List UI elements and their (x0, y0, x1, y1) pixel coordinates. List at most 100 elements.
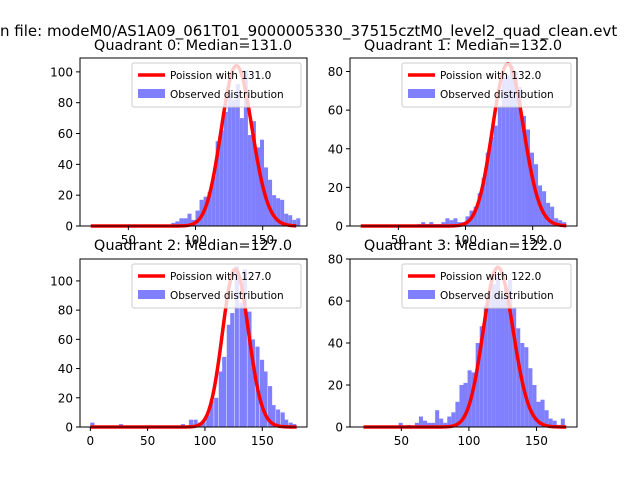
histogram-bar (268, 179, 273, 226)
histogram-bar (226, 324, 231, 427)
y-tick-label: 60 (328, 104, 343, 118)
y-tick-label: 60 (58, 333, 73, 347)
histogram-bar (211, 176, 216, 226)
histogram-bar (242, 269, 247, 427)
histogram-bar (288, 215, 293, 226)
legend-label: Poission with 131.0 (170, 70, 271, 82)
histogram-bar (219, 130, 224, 226)
histogram-bar (201, 421, 206, 427)
histogram-bar (243, 70, 248, 226)
y-tick-label: 20 (328, 379, 343, 393)
histogram-bar (280, 199, 285, 226)
histogram-bar (422, 420, 428, 427)
histogram-bar (493, 125, 498, 226)
legend-bar-swatch (408, 89, 435, 98)
figure-suptitle: n file: modeM0/AS1A09_061T01_9000005330_… (0, 22, 617, 41)
y-tick-label: 60 (58, 127, 73, 141)
histogram-bar (513, 71, 518, 226)
legend-box (401, 62, 572, 108)
histogram-bar (501, 77, 506, 226)
histogram-bar (247, 311, 252, 427)
axes-frame (349, 57, 578, 227)
legend-box (131, 263, 302, 309)
histogram-bar (475, 343, 480, 427)
plot-area (360, 62, 567, 228)
histogram-bar (187, 213, 192, 226)
histogram-bar (207, 192, 212, 226)
legend: Poission with 127.0 Observed distribution (131, 263, 302, 309)
histogram-bar (546, 202, 551, 226)
histogram-bar (548, 418, 553, 427)
y-tick-label: 100 (50, 65, 73, 79)
histogram-bar (483, 305, 488, 427)
histogram-bar (540, 399, 545, 427)
histogram-bar (558, 220, 563, 226)
histogram-bar (550, 206, 555, 226)
histogram-bar (183, 218, 188, 226)
legend-label: Poission with 132.0 (440, 70, 541, 82)
histogram-bar (418, 416, 423, 427)
histogram-bar (251, 121, 256, 226)
histogram-bar (560, 418, 565, 427)
y-tick-label: 20 (58, 189, 73, 203)
histogram-bar (292, 219, 297, 226)
histogram-bar (230, 313, 235, 427)
histogram-bar (525, 129, 530, 226)
y-tick-label: 0 (65, 220, 73, 234)
histogram-bar (509, 65, 514, 226)
legend: Poission with 122.0 Observed distribution (401, 263, 572, 309)
histogram-bar (516, 328, 521, 427)
histogram-bar (439, 418, 444, 427)
legend-bar-swatch (138, 89, 165, 98)
y-tick-label: 80 (328, 253, 343, 267)
histogram-bar (427, 422, 432, 427)
histogram-bar (524, 347, 529, 427)
y-tick-label: 40 (58, 362, 73, 376)
histogram-bar (463, 382, 468, 427)
histogram-bar (284, 419, 289, 427)
histogram-bar (495, 275, 500, 427)
histogram-bar (443, 422, 448, 427)
subplot-quadrant-3: 50 100 150 0 20 40 60 80 Poission with 122.0 Obse… (328, 238, 578, 448)
histogram-bar (239, 302, 244, 427)
histogram-bar (209, 400, 214, 427)
histogram-bar (276, 409, 281, 427)
histogram-bar (193, 419, 198, 427)
legend-bar-swatch (408, 290, 435, 299)
histogram-bar (479, 326, 484, 427)
histogram-bar (268, 386, 273, 427)
histogram-bar (487, 294, 492, 427)
y-tick-label: 0 (335, 421, 343, 435)
histogram-bar (508, 280, 513, 427)
histogram-bar (445, 218, 450, 226)
histogram-bar (477, 193, 482, 226)
legend-label: Observed distribution (440, 290, 554, 302)
histogram-bar (421, 222, 426, 226)
histogram-bar (188, 419, 194, 427)
histogram-bar (473, 206, 478, 226)
histogram-bar (227, 93, 232, 226)
plot-area (89, 266, 298, 429)
histogram-bar (255, 147, 260, 226)
histogram-bar (222, 356, 227, 427)
x-tick-label: 50 (391, 233, 406, 247)
subplot-quadrant-2: 0 50 100 150 0 20 40 60 80 100 Poission with 127.0… (50, 238, 308, 448)
x-tick-label: 50 (140, 434, 155, 448)
subplot-title: Quadrant 0: Median=131.0 (94, 38, 292, 54)
axes-frame (79, 258, 308, 428)
histogram-bar (455, 401, 460, 427)
histogram-bar (517, 86, 522, 226)
y-tick-label: 40 (328, 337, 343, 351)
histogram-bar (504, 288, 509, 427)
histogram-bar (542, 191, 547, 226)
histogram-bar (447, 416, 452, 427)
x-tick-label: 150 (521, 233, 544, 247)
legend-label: Observed distribution (170, 290, 284, 302)
y-tick-label: 100 (50, 274, 73, 288)
x-tick-label: 0 (86, 434, 94, 448)
y-tick-label: 0 (335, 220, 343, 234)
axes-frame (79, 57, 308, 227)
histogram-bar (552, 420, 557, 427)
histogram-bar (250, 339, 255, 427)
